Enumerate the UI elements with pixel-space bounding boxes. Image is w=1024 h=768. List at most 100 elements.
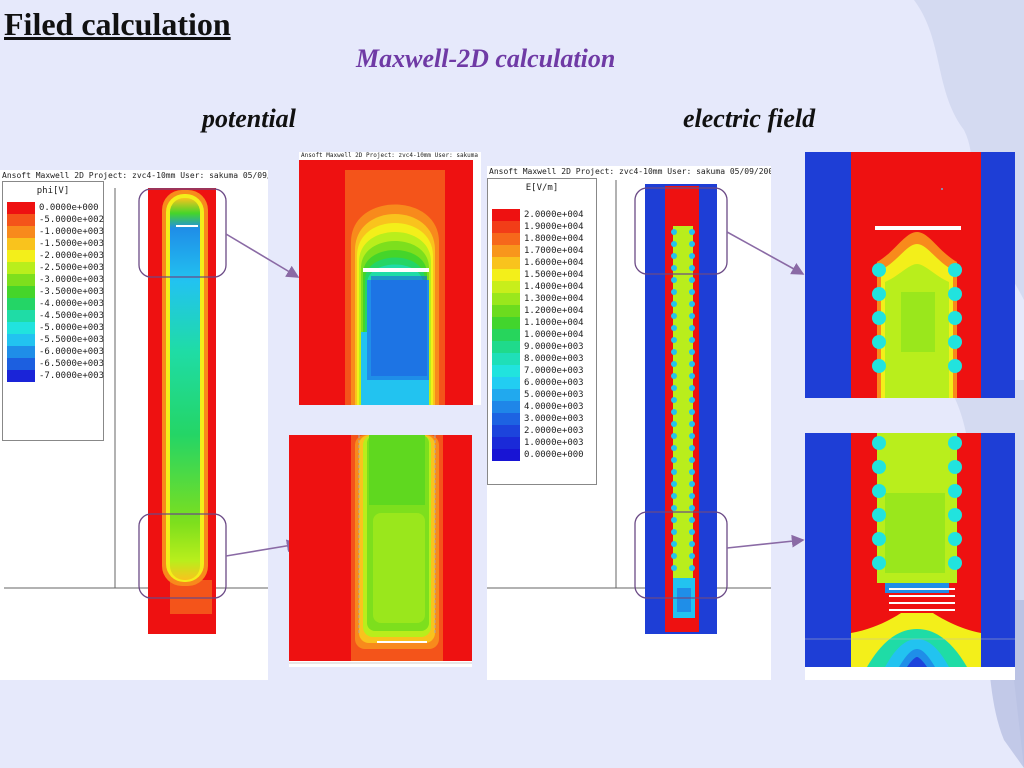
field-legend-swatch [492,425,520,437]
field-zoom-top-plot [805,152,1015,398]
potential-legend-entry: -1.0000e+003 [3,226,105,238]
potential-legend-label: -3.0000e+003 [39,275,105,285]
field-legend-swatch [492,221,520,233]
potential-legend-label: 0.0000e+000 [39,203,99,213]
field-legend-swatch [492,209,520,221]
potential-zoom-arrows [226,233,300,557]
field-legend-entry: 1.6000e+004 [488,257,596,269]
field-legend-entry: 9.0000e+003 [488,341,596,353]
potential-legend-swatch [7,370,35,382]
field-legend-entry: 5.0000e+003 [488,389,596,401]
potential-legend-swatch [7,250,35,262]
field-legend-swatch [492,257,520,269]
field-legend-label: 0.0000e+000 [524,450,584,460]
potential-legend-label: -4.0000e+003 [39,299,105,309]
potential-zoom-top: Ansoft Maxwell 2D Project: zvc4-10mm Use… [299,152,481,405]
field-zoom-top [805,152,1015,398]
field-legend-label: 8.0000e+003 [524,354,584,364]
field-legend-label: 7.0000e+003 [524,366,584,376]
potential-heading: potential [202,104,296,133]
potential-legend-swatch [7,298,35,310]
potential-plot [4,188,268,634]
potential-panel-header: Ansoft Maxwell 2D Project: zvc4-10mm Use… [2,171,268,180]
potential-legend-label: -2.0000e+003 [39,251,105,261]
field-legend-swatch [492,233,520,245]
field-legend-entry: 3.0000e+003 [488,413,596,425]
potential-legend-swatch [7,310,35,322]
potential-legend-entry: -3.0000e+003 [3,274,105,286]
field-legend-entry: 1.1000e+004 [488,317,596,329]
potential-legend-entry: -4.0000e+003 [3,298,105,310]
field-legend-entry: 8.0000e+003 [488,353,596,365]
potential-legend-entry: -1.5000e+003 [3,238,104,250]
electric-field-heading: electric field [683,104,816,133]
slide-title: Filed calculation [4,6,231,42]
potential-legend-swatch [7,274,35,286]
potential-legend-swatch [7,346,35,358]
field-legend-label: 6.0000e+003 [524,378,584,388]
potential-zoom-bottom-plot [289,435,472,664]
potential-legend-entry: -6.0000e+003 [3,346,104,358]
field-legend-label: 1.5000e+004 [524,270,584,280]
potential-legend-swatch [7,322,35,334]
slide-subtitle: Maxwell-2D calculation [356,44,616,73]
field-zoom-bottom [805,433,1015,680]
field-legend-swatch [492,389,520,401]
field-legend-entry: 2.0000e+003 [488,425,596,437]
field-legend-swatch [492,317,520,329]
potential-legend-label: -3.5000e+003 [39,287,105,297]
field-legend: E[V/m] 2.0000e+004 1.9000e+004 1.8000e+004… [487,178,597,485]
potential-legend-entry: -5.0000e+002 [3,214,105,226]
potential-legend-label: -7.0000e+003 [39,371,105,381]
field-legend-swatch [492,293,520,305]
field-legend-entry: 0.0000e+000 [488,449,596,461]
field-legend-label: 2.0000e+003 [524,426,584,436]
field-legend-swatch [492,353,520,365]
field-legend-swatch [492,365,520,377]
potential-legend-label: -5.0000e+002 [39,215,105,225]
field-legend-swatch [492,245,520,257]
potential-legend-entry: -2.5000e+003 [3,262,104,274]
field-legend-swatch [492,401,520,413]
field-zoom-bottom-plot [805,433,1015,667]
potential-zoom-top-plot [299,160,473,405]
field-legend-swatch [492,341,520,353]
field-legend-swatch [492,449,520,461]
field-legend-label: 1.8000e+004 [524,234,584,244]
field-panel-header: Ansoft Maxwell 2D Project: zvc4-10mm Use… [489,167,771,176]
field-legend-swatch [492,377,520,389]
field-legend-swatch [492,269,520,281]
field-zoom-arrows [727,231,805,549]
potential-legend-title: phi[V] [36,186,70,196]
potential-legend-entry: -3.5000e+003 [3,286,105,298]
field-legend-label: 1.7000e+004 [524,246,584,256]
potential-legend-swatch [7,238,35,250]
field-legend-entry: 1.0000e+003 [488,437,596,449]
field-legend-label: 1.4000e+004 [524,282,584,292]
potential-legend-entry: -2.0000e+003 [3,250,105,262]
potential-legend-label: -6.5000e+003 [39,359,105,369]
field-legend-swatch [492,329,520,341]
field-legend-entry: 1.8000e+004 [488,233,596,245]
field-legend-entry: 6.0000e+003 [488,377,596,389]
field-legend-label: 4.0000e+003 [524,402,584,412]
field-legend-label: 3.0000e+003 [524,414,584,424]
field-legend-label: 2.0000e+004 [524,210,584,220]
potential-legend-swatch [7,286,35,298]
potential-zoom-top-header: Ansoft Maxwell 2D Project: zvc4-10mm Use… [301,152,481,159]
potential-legend-entry: -5.0000e+003 [3,322,104,334]
potential-legend-label: -4.5000e+003 [39,311,105,321]
potential-legend-entry: -5.5000e+003 [3,334,105,346]
potential-legend-swatch [7,334,35,346]
potential-legend-label: -5.5000e+003 [39,335,105,345]
potential-legend-entry: 0.0000e+000 [3,202,103,214]
field-legend-label: 1.1000e+004 [524,318,584,328]
potential-legend-entry: -7.0000e+003 [3,370,105,382]
potential-legend-label: -1.0000e+003 [39,227,105,237]
potential-legend-swatch [7,262,35,274]
potential-legend: phi[V] 0.0000e+000 -5.0000e+002 -1.0000e+0… [2,181,104,441]
field-legend-entry: 1.4000e+004 [488,281,596,293]
potential-legend-swatch [7,358,35,370]
potential-legend-entry: -4.5000e+003 [3,310,105,322]
field-legend-entry: 1.9000e+004 [488,221,596,233]
